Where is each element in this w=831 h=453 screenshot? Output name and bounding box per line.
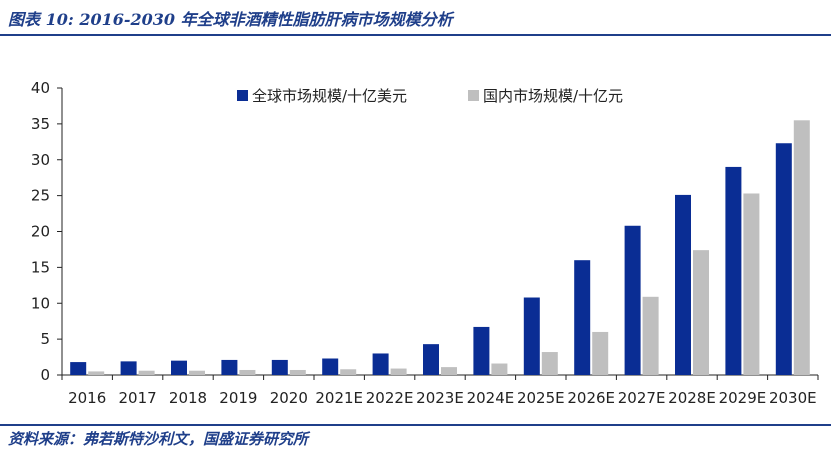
x-tick-label: 2024E (467, 389, 515, 407)
x-tick-label: 2028E (668, 389, 716, 407)
y-tick-label: 0 (40, 366, 50, 384)
bar-domestic (239, 369, 256, 375)
bar-domestic (189, 370, 205, 375)
bar-global (372, 353, 389, 375)
bar-domestic (743, 193, 760, 375)
bar-global (675, 194, 691, 375)
x-tick-label: 2023E (416, 389, 464, 407)
legend-swatch-global (237, 90, 248, 101)
bar-global (221, 359, 238, 375)
bar-domestic (541, 352, 558, 375)
bar-domestic (793, 120, 810, 375)
x-tick-label: 2020 (270, 389, 308, 407)
bar-global (70, 362, 87, 375)
source-rule (0, 424, 831, 426)
x-tick-label: 2027E (618, 389, 666, 407)
y-tick-label: 35 (31, 115, 50, 133)
bar-global (574, 260, 591, 375)
x-tick-label: 2030E (769, 389, 817, 407)
bar-global (271, 359, 288, 375)
bar-chart: 0 5 10 15 20 25 30 35 40 2016 2017 2018 2019 2020 202… (31, 79, 819, 407)
y-axis: 0 5 10 15 20 25 30 35 40 (31, 79, 63, 384)
bar-global (624, 225, 641, 375)
bar-global (120, 361, 137, 375)
bar-global (322, 358, 339, 375)
bar-domestic (441, 367, 457, 375)
bar-domestic (340, 369, 357, 375)
legend-label-global: 全球市场规模/十亿美元 (252, 87, 407, 105)
x-tick-label: 2029E (719, 389, 767, 407)
bar-global (775, 143, 792, 375)
bar-global (523, 297, 540, 375)
x-tick-label: 2022E (366, 389, 414, 407)
bar-domestic (138, 370, 155, 375)
bar-global (725, 166, 742, 375)
y-tick-label: 15 (31, 258, 50, 276)
x-tick-label: 2025E (517, 389, 565, 407)
bar-domestic (693, 250, 709, 375)
legend-label-domestic: 国内市场规模/十亿元 (483, 87, 623, 105)
bar-domestic (390, 368, 407, 375)
title-rule (0, 34, 831, 36)
y-tick-label: 20 (31, 223, 50, 241)
x-tick-label: 2018 (169, 389, 207, 407)
x-axis: 2016 2017 2018 2019 2020 2021E 2022E 2023E 2024E… (61, 374, 819, 407)
bar-domestic (491, 363, 508, 375)
bar-global (171, 360, 187, 375)
bar-global (423, 344, 439, 375)
x-tick-label: 2017 (119, 389, 157, 407)
x-tick-label: 2019 (219, 389, 257, 407)
y-tick-label: 30 (31, 151, 50, 169)
y-tick-label: 40 (31, 79, 50, 97)
figure-title: 图表 10: 2016-2030 年全球非酒精性脂肪肝病市场规模分析 (8, 10, 453, 29)
bar-domestic (289, 369, 306, 375)
legend-swatch-domestic (468, 90, 479, 101)
x-tick-label: 2016 (68, 389, 106, 407)
bar-global (473, 326, 490, 375)
bar-domestic (642, 296, 659, 375)
source-note: 资料来源：弗若斯特沙利文，国盛证券研究所 (8, 430, 309, 448)
y-tick-label: 25 (31, 187, 50, 205)
bars (70, 120, 810, 375)
y-tick-label: 5 (40, 330, 50, 348)
y-tick-label: 10 (31, 294, 50, 312)
bar-domestic (88, 371, 105, 375)
legend: 全球市场规模/十亿美元 国内市场规模/十亿元 (237, 87, 623, 105)
x-tick-label: 2026E (567, 389, 615, 407)
x-tick-label: 2021E (315, 389, 363, 407)
bar-domestic (592, 331, 609, 375)
